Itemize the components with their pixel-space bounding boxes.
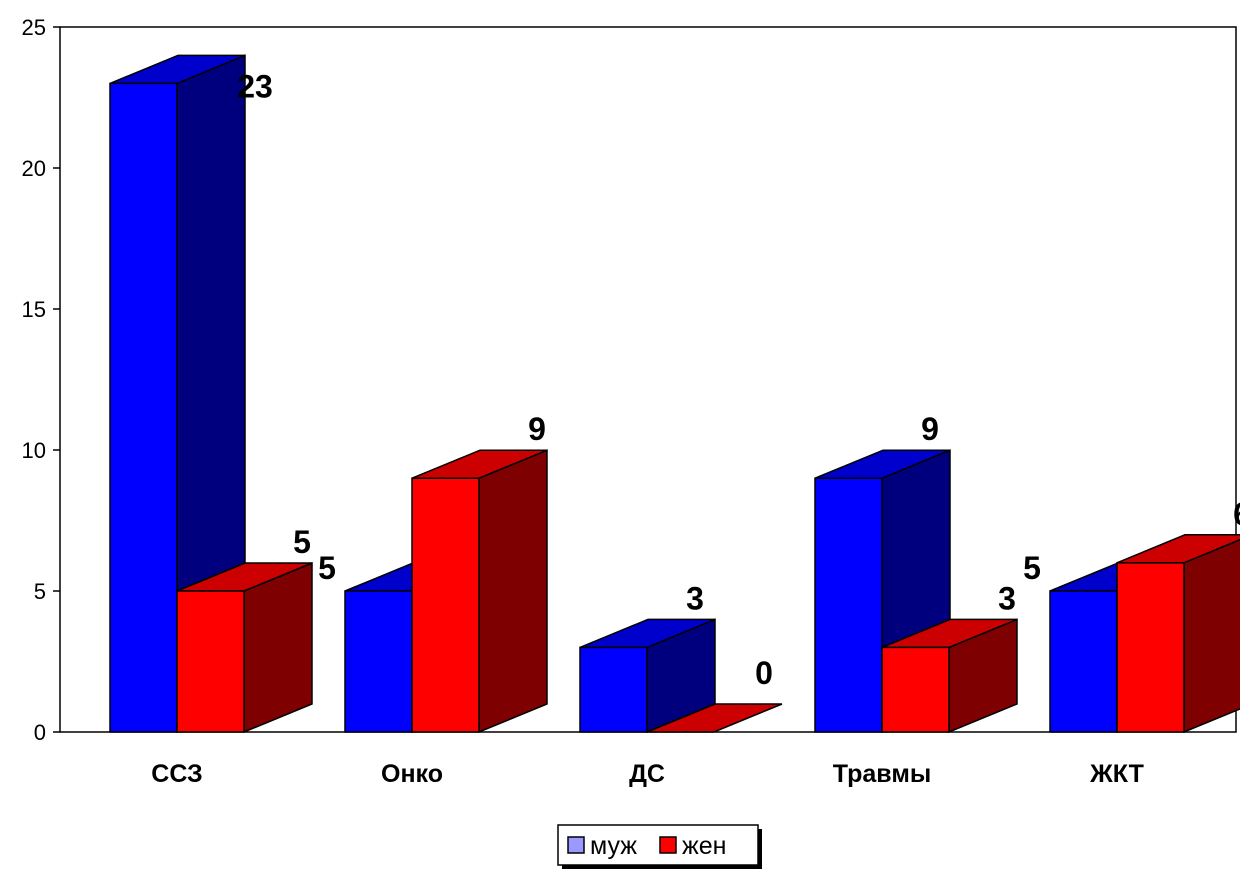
x-category-label: ДС — [629, 760, 665, 788]
legend-label: жен — [682, 832, 726, 860]
bar-side-face — [478, 449, 548, 734]
bar-front-face — [881, 646, 950, 733]
bar-front-face — [1049, 590, 1118, 733]
bar-series1 — [109, 54, 246, 734]
data-label: 5 — [293, 524, 311, 560]
legend-swatch — [659, 836, 677, 854]
data-label: 3 — [998, 580, 1016, 616]
bar-front-face — [1116, 562, 1185, 733]
data-label: 3 — [686, 580, 704, 616]
y-tick-label: 15 — [22, 297, 46, 322]
y-tick-label: 0 — [34, 720, 46, 745]
bar-series2 — [411, 449, 548, 734]
y-tick-label: 10 — [22, 438, 46, 463]
x-category-label: ССЗ — [151, 760, 202, 788]
data-label: 5 — [318, 550, 336, 586]
legend: муж жен — [557, 824, 762, 869]
bar-series2 — [646, 703, 783, 733]
x-category-label: Травмы — [833, 760, 931, 788]
bar-series1 — [579, 618, 716, 734]
data-label: 9 — [528, 411, 546, 447]
data-label: 6 — [1233, 496, 1240, 532]
data-label: 5 — [1023, 550, 1041, 586]
bar-front-face — [579, 646, 648, 733]
legend-label: муж — [590, 832, 637, 860]
bar-front-face — [814, 477, 883, 733]
bar-side-face — [243, 561, 313, 734]
data-label: 23 — [237, 68, 273, 104]
legend-swatch — [567, 836, 585, 854]
bar-front-face — [176, 590, 245, 733]
bars-layer — [109, 54, 1240, 734]
bar-side-face — [1183, 538, 1240, 734]
legend-box — [557, 824, 759, 866]
x-category-label: Онко — [381, 760, 443, 788]
bar-front-face — [344, 590, 413, 733]
y-tick-label: 5 — [34, 579, 46, 604]
data-label: 9 — [921, 411, 939, 447]
bar-series2 — [1116, 534, 1240, 734]
bar-top-face — [646, 703, 783, 733]
bar-front-face — [109, 82, 178, 733]
bar-series2 — [176, 561, 313, 734]
y-tick-label: 25 — [22, 15, 46, 40]
data-labels-layer: 23559309356 — [237, 68, 1240, 691]
bar-front-face — [411, 477, 480, 733]
bar-series2 — [881, 618, 1018, 734]
y-tick-label: 20 — [22, 156, 46, 181]
x-category-label: ЖКТ — [1089, 760, 1144, 788]
data-label: 0 — [755, 655, 773, 691]
